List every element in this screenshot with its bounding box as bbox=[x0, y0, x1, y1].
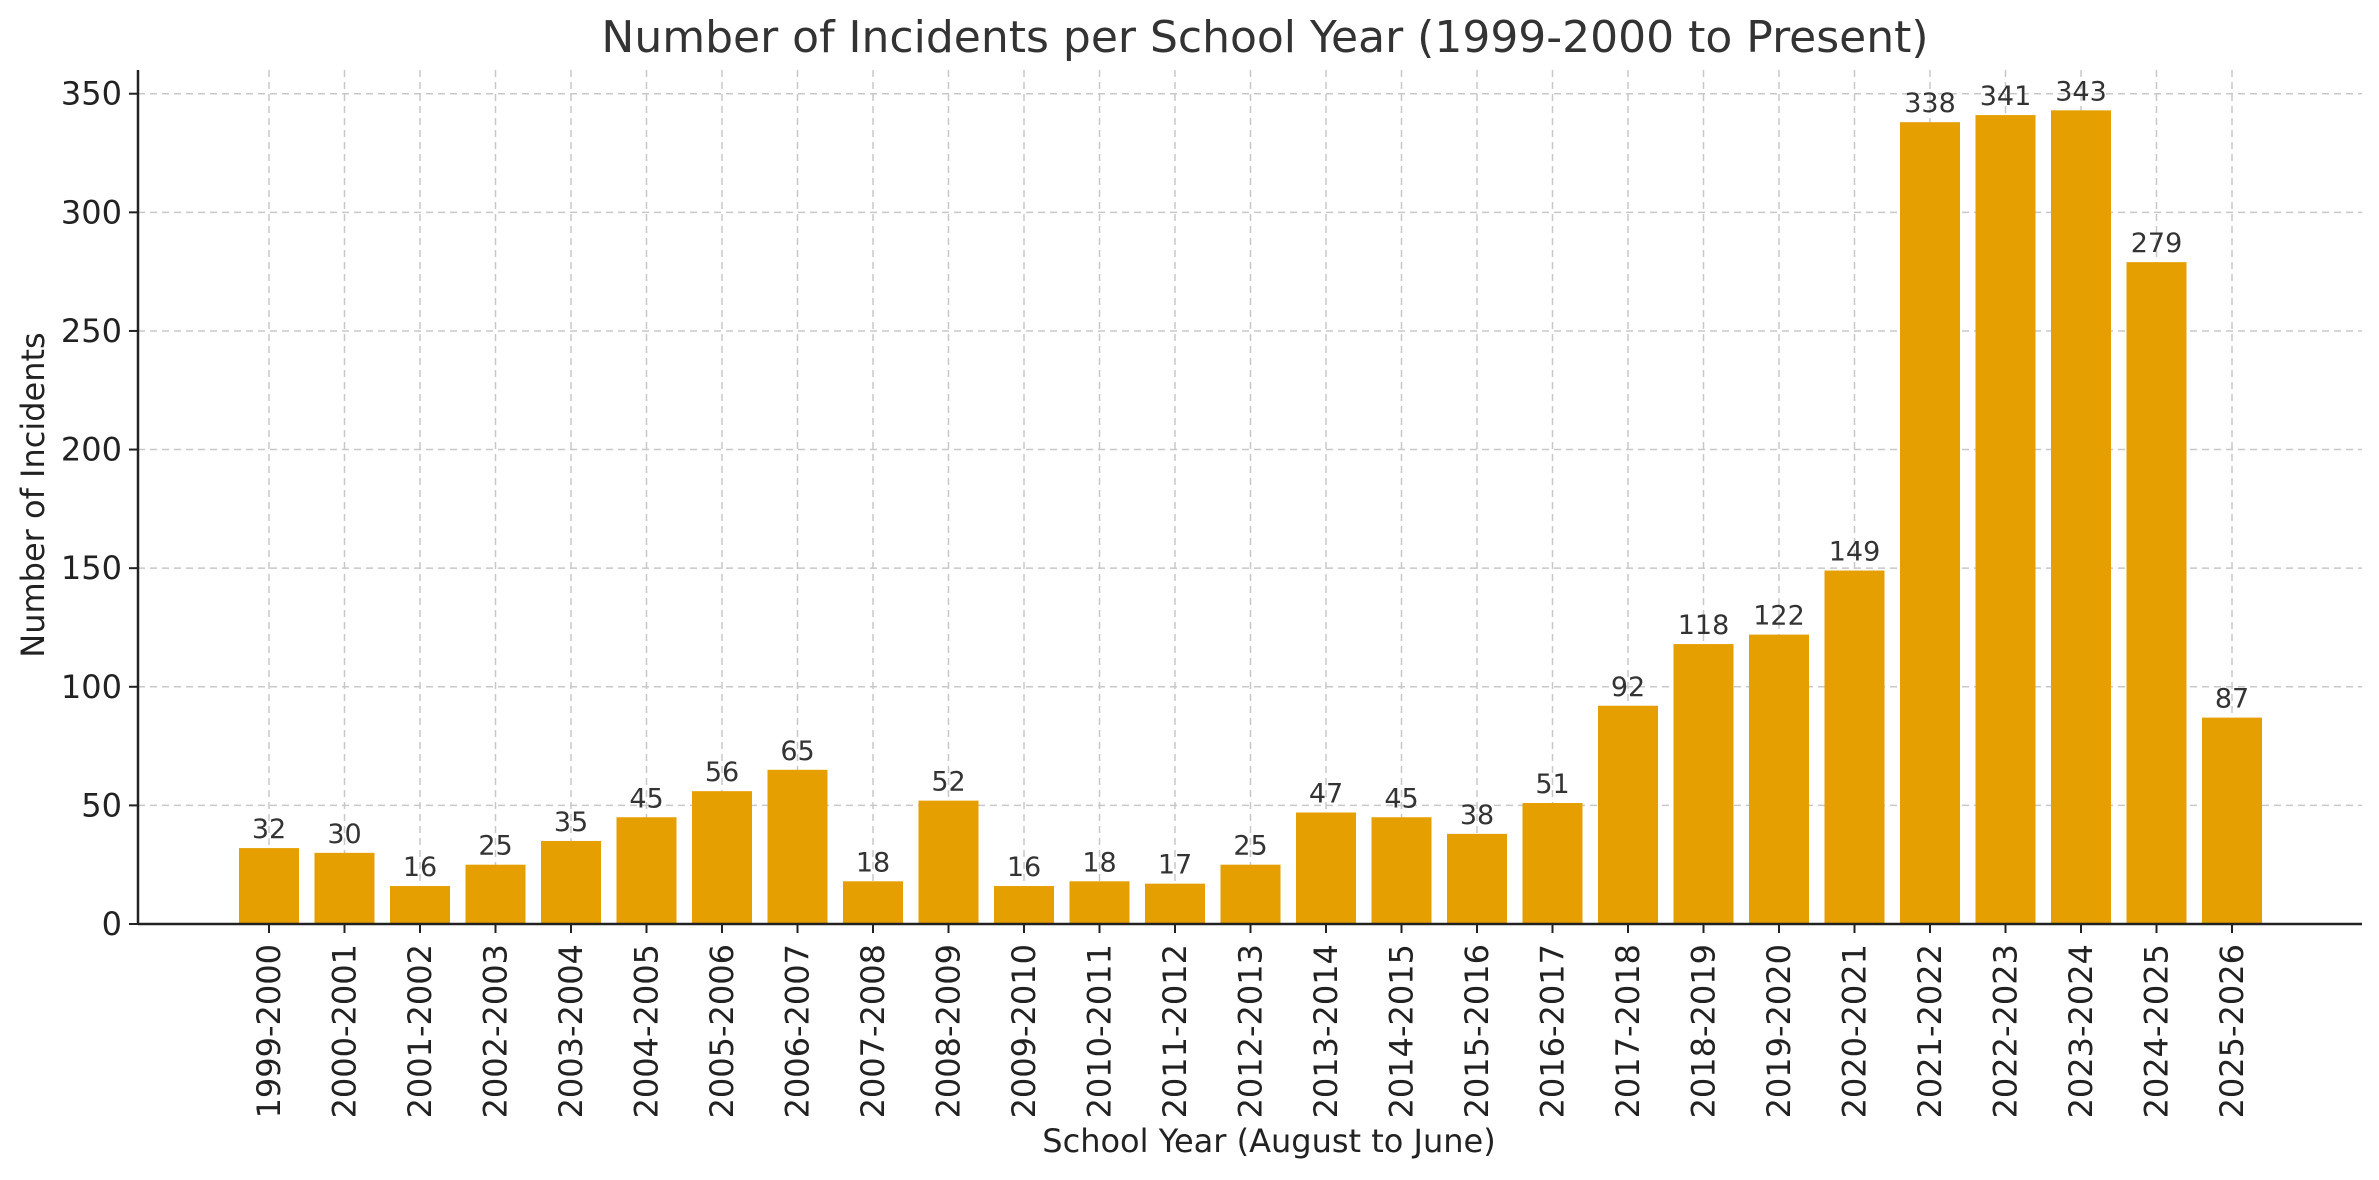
bar bbox=[1673, 644, 1734, 924]
x-tick-label: 2001-2002 bbox=[401, 944, 439, 1118]
x-tick-label: 2018-2019 bbox=[1685, 944, 1723, 1118]
bar-value-label: 38 bbox=[1460, 800, 1494, 831]
bar bbox=[843, 881, 903, 924]
bar bbox=[1371, 817, 1432, 924]
chart-title: Number of Incidents per School Year (199… bbox=[601, 12, 1928, 63]
bar bbox=[1824, 570, 1885, 924]
bar bbox=[918, 800, 979, 924]
bar bbox=[1522, 803, 1583, 924]
x-tick-label: 2007-2008 bbox=[854, 944, 892, 1118]
bar bbox=[390, 886, 450, 924]
x-tick-label: 2024-2025 bbox=[2138, 944, 2176, 1118]
bar bbox=[314, 852, 375, 924]
bar bbox=[541, 840, 601, 924]
bar-value-label: 16 bbox=[1007, 852, 1041, 883]
bar-value-label: 18 bbox=[1082, 847, 1116, 878]
bar bbox=[767, 769, 828, 924]
bar bbox=[1069, 881, 1130, 924]
bar bbox=[1296, 812, 1356, 924]
bar bbox=[2051, 110, 2111, 925]
x-tick-label: 2015-2016 bbox=[1458, 944, 1496, 1118]
bar-value-label: 51 bbox=[1535, 769, 1569, 800]
x-axis-title: School Year (August to June) bbox=[1042, 1122, 1495, 1160]
bars bbox=[239, 110, 2262, 925]
bar-value-label: 47 bbox=[1309, 779, 1343, 810]
bar-value-label: 25 bbox=[478, 831, 512, 862]
bar bbox=[1145, 883, 1205, 924]
bar-value-label: 118 bbox=[1678, 610, 1730, 641]
bar bbox=[1900, 122, 1960, 924]
bar-value-label: 17 bbox=[1158, 850, 1192, 881]
bar-value-label: 18 bbox=[856, 847, 890, 878]
x-tick-label: 2012-2013 bbox=[1232, 944, 1270, 1118]
x-tick-label: 2017-2018 bbox=[1609, 944, 1647, 1118]
bar bbox=[994, 886, 1054, 924]
y-tick-label: 200 bbox=[61, 431, 122, 469]
bar-value-label: 32 bbox=[252, 814, 286, 845]
y-tick-label: 150 bbox=[61, 549, 122, 587]
x-tick-label: 2025-2026 bbox=[2213, 944, 2251, 1118]
x-tick-label: 2016-2017 bbox=[1534, 944, 1572, 1118]
bar bbox=[1220, 864, 1281, 924]
bar bbox=[1447, 833, 1507, 924]
x-tick-label: 2008-2009 bbox=[930, 944, 968, 1118]
x-tick-label: 2006-2007 bbox=[779, 944, 817, 1118]
y-axis-title: Number of Incidents bbox=[14, 332, 52, 657]
y-tick-label: 50 bbox=[81, 786, 122, 824]
bar-value-label: 92 bbox=[1611, 672, 1645, 703]
x-tick-label: 1999-2000 bbox=[250, 944, 288, 1118]
x-tick-label: 2022-2023 bbox=[1987, 944, 2025, 1118]
x-tick-label: 2020-2021 bbox=[1836, 944, 1874, 1118]
x-tick-label: 2009-2010 bbox=[1005, 944, 1043, 1118]
bar-value-label: 149 bbox=[1829, 537, 1881, 568]
bar-value-label: 30 bbox=[327, 819, 361, 850]
labels: 0 50 100 150 200 250 300 350 32 1999-2000 30 2000-2… bbox=[61, 75, 2251, 1119]
x-tick-label: 2004-2005 bbox=[628, 944, 666, 1118]
x-tick-label: 2019-2020 bbox=[1760, 944, 1798, 1118]
x-tick-label: 2023-2024 bbox=[2062, 944, 2100, 1118]
bar-value-label: 56 bbox=[705, 757, 739, 788]
bar bbox=[1749, 634, 1809, 924]
bar-value-label: 343 bbox=[2055, 76, 2107, 107]
bar bbox=[1598, 705, 1658, 924]
bar-value-label: 45 bbox=[629, 783, 663, 814]
y-tick-label: 250 bbox=[61, 312, 122, 350]
y-tick-label: 0 bbox=[102, 905, 122, 943]
bar-value-label: 45 bbox=[1384, 783, 1418, 814]
x-tick-label: 2005-2006 bbox=[703, 944, 741, 1118]
bar-value-label: 279 bbox=[2131, 228, 2183, 259]
bar bbox=[616, 817, 677, 924]
x-tick-label: 2014-2015 bbox=[1383, 944, 1421, 1118]
bar bbox=[692, 791, 752, 924]
axes bbox=[129, 70, 2362, 933]
x-tick-label: 2010-2011 bbox=[1081, 944, 1119, 1118]
bar bbox=[1975, 115, 2036, 925]
y-tick-label: 350 bbox=[61, 75, 122, 113]
bar bbox=[2126, 262, 2187, 924]
bar bbox=[2202, 717, 2262, 924]
bar-value-label: 35 bbox=[554, 807, 588, 838]
bar bbox=[465, 864, 526, 924]
x-tick-label: 2000-2001 bbox=[326, 944, 364, 1118]
y-tick-label: 100 bbox=[61, 668, 122, 706]
bar-value-label: 25 bbox=[1233, 831, 1267, 862]
bar-value-label: 16 bbox=[403, 852, 437, 883]
bar-value-label: 341 bbox=[1980, 81, 2032, 112]
x-tick-label: 2002-2003 bbox=[477, 944, 515, 1118]
x-tick-label: 2021-2022 bbox=[1911, 944, 1949, 1118]
x-tick-label: 2003-2004 bbox=[552, 944, 590, 1118]
x-tick-label: 2013-2014 bbox=[1307, 944, 1345, 1118]
y-tick-label: 300 bbox=[61, 193, 122, 231]
bar-value-label: 52 bbox=[931, 767, 965, 798]
bar bbox=[239, 848, 299, 924]
bar-value-label: 338 bbox=[1904, 88, 1956, 119]
bar-value-label: 122 bbox=[1753, 601, 1805, 632]
bar-value-label: 87 bbox=[2215, 684, 2249, 715]
bar-value-label: 65 bbox=[780, 736, 814, 767]
x-tick-label: 2011-2012 bbox=[1156, 944, 1194, 1118]
